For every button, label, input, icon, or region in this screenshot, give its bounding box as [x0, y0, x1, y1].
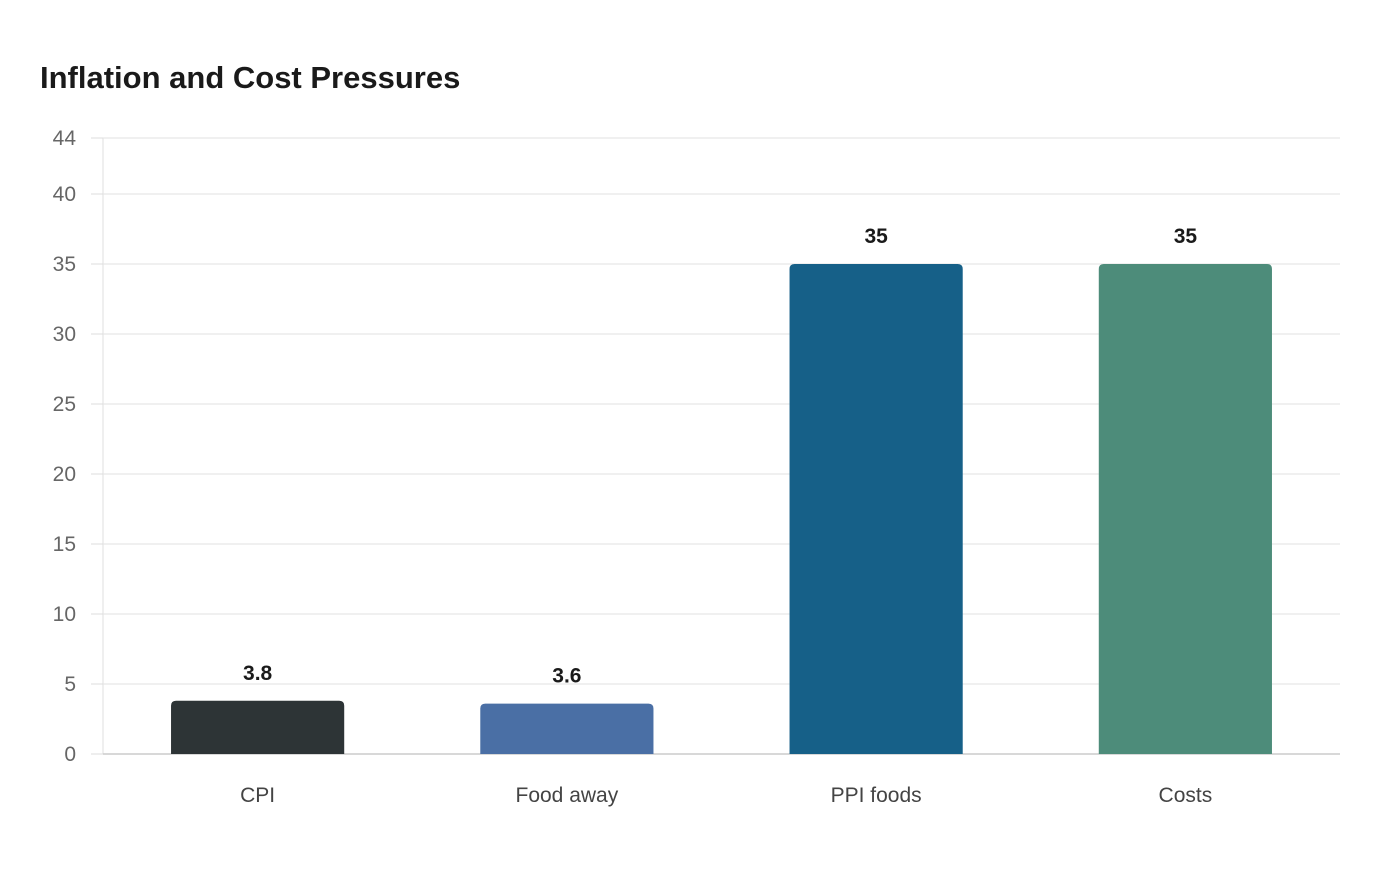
- x-category-label: Food away: [516, 784, 619, 807]
- y-tick-label: 20: [53, 463, 76, 486]
- value-labels: 3.8 3.6 35 35: [243, 225, 1197, 688]
- value-label: 35: [864, 225, 888, 248]
- y-tick-label: 30: [53, 323, 76, 346]
- x-category-label: CPI: [240, 784, 275, 807]
- value-label: 35: [1174, 225, 1198, 248]
- y-tick-label: 35: [53, 253, 76, 276]
- y-tick-label: 10: [53, 603, 76, 626]
- y-tick-label: 44: [53, 127, 77, 150]
- x-category-label: Costs: [1159, 784, 1213, 807]
- value-label: 3.8: [243, 662, 273, 685]
- y-tick-label: 25: [53, 393, 76, 416]
- value-label: 3.6: [552, 665, 581, 688]
- y-tick-label: 40: [53, 183, 76, 206]
- y-tick-label: 15: [53, 533, 76, 556]
- x-category-label: PPI foods: [831, 784, 922, 807]
- category-labels: CPI Food away PPI foods Costs: [240, 784, 1212, 807]
- y-tick-label: 5: [64, 673, 76, 696]
- chart-title: Inflation and Cost Pressures: [40, 60, 461, 95]
- y-axis-ticks: 0 5 10 15 20 25 30 35 40 44: [53, 127, 103, 766]
- bar-ppi-foods[interactable]: [789, 264, 963, 754]
- y-tick-label: 0: [64, 743, 76, 766]
- bar-cpi[interactable]: [171, 700, 345, 754]
- bars: [171, 264, 1272, 754]
- bar-costs[interactable]: [1098, 264, 1272, 754]
- bar-food-away[interactable]: [480, 703, 654, 754]
